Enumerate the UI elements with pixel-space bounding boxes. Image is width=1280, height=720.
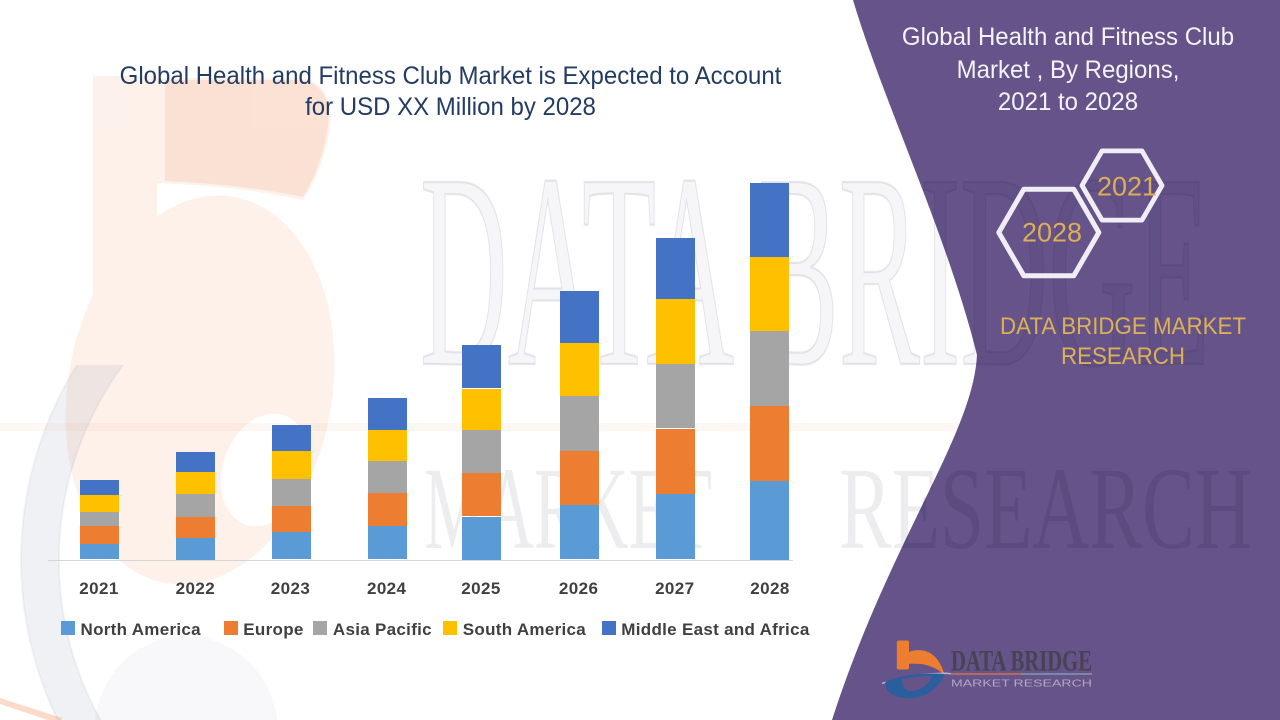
svg-text:2028: 2028 xyxy=(1022,218,1082,248)
svg-text:MARKET RESEARCH: MARKET RESEARCH xyxy=(951,679,1092,690)
svg-text:2021: 2021 xyxy=(1097,172,1157,202)
svg-text:DATA BRIDGE: DATA BRIDGE xyxy=(951,645,1092,678)
